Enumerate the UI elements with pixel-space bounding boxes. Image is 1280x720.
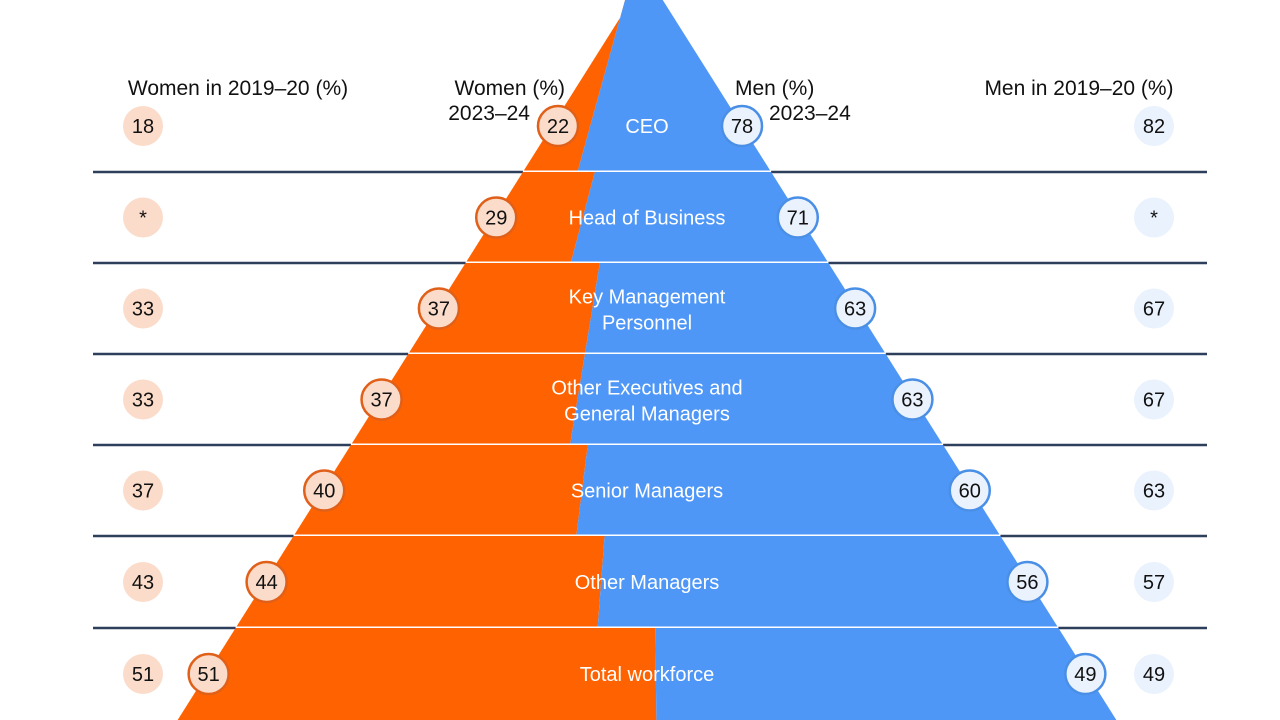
women-2019-bubble (123, 197, 163, 238)
women-2019-bubble (123, 470, 163, 511)
women-2023-bubble (245, 560, 288, 604)
women-2023-bubble (302, 469, 346, 512)
men-2019-value: 67 (1143, 299, 1165, 321)
men-bar (584, 263, 886, 354)
women-2019-value: 33 (132, 299, 154, 321)
category-label: Other Managers (575, 572, 720, 594)
men-2023-value: 63 (901, 390, 923, 412)
men-2023-value: 56 (1016, 572, 1038, 594)
category-label-line: General Managers (564, 404, 730, 426)
men-2019-value: 82 (1143, 116, 1165, 138)
men-2023-bubble (891, 378, 934, 421)
men-2019-bubble (1134, 379, 1174, 420)
men-2019-value: 63 (1143, 481, 1165, 503)
category-label: Senior Managers (571, 481, 723, 503)
men-2019-bubble (1134, 470, 1174, 511)
category-label-line: Other Executives and (551, 378, 742, 400)
women-bar (293, 445, 588, 536)
women-2023-value: 29 (485, 208, 507, 230)
women-2019-bubble (123, 379, 163, 420)
men-2019-bubble (1134, 654, 1174, 694)
women-2019-bubble (123, 106, 163, 146)
women-2023-value: 40 (313, 481, 335, 503)
women-2023-value: 44 (255, 572, 277, 594)
category-label: Total workforce (580, 664, 715, 686)
women-bar (177, 628, 657, 720)
category-label: Head of Business (569, 208, 726, 230)
women-2019-value: 37 (132, 481, 154, 503)
men-2019-bubble (1134, 106, 1174, 146)
women-2019-value: * (139, 208, 147, 230)
women-2019-bubble (123, 288, 163, 329)
women-bar (465, 172, 595, 263)
women-2019-value: 43 (132, 572, 154, 594)
women-2023-value: 37 (370, 390, 392, 412)
category-label-line: Total workforce (580, 664, 715, 686)
men-2023-bubble (720, 104, 764, 148)
category-label-line: Head of Business (569, 208, 726, 230)
women-bar (235, 536, 605, 628)
header-women-prev: Women in 2019–20 (%) (128, 77, 348, 100)
men-2023-bubble (833, 287, 877, 330)
category-label-line: Senior Managers (571, 481, 723, 503)
men-bar (655, 628, 1117, 720)
category-label-line: Personnel (602, 313, 692, 335)
men-2023-bubble (776, 196, 820, 239)
men-bar (570, 172, 829, 263)
women-2023-bubble (536, 104, 580, 148)
men-2023-value: 49 (1074, 664, 1096, 686)
women-2019-bubble (123, 562, 163, 602)
women-bar (350, 354, 585, 445)
category-label: Other Executives and General Managers (551, 378, 742, 426)
men-2023-bubble (1006, 560, 1049, 604)
women-2023-value: 37 (428, 299, 450, 321)
men-2019-bubble (1134, 197, 1174, 238)
header-men-prev: Men in 2019–20 (%) (984, 77, 1173, 100)
men-2023-value: 71 (787, 208, 809, 230)
men-2019-value: 57 (1143, 572, 1165, 594)
category-label-line: CEO (625, 116, 668, 138)
women-2023-bubble (187, 652, 230, 696)
men-2023-value: 63 (844, 299, 866, 321)
women-2019-value: 33 (132, 390, 154, 412)
women-2023-bubble (474, 196, 518, 239)
men-2019-bubble (1134, 288, 1174, 329)
category-label: Key Management Personnel (569, 287, 726, 335)
men-2019-bubble (1134, 562, 1174, 602)
header-women-cur: Women (%) (455, 77, 565, 100)
men-bar (576, 445, 1001, 536)
men-2023-bubble (948, 469, 992, 512)
women-bar (408, 263, 600, 354)
men-2023-value: 78 (731, 116, 753, 138)
women-2023-bubble (360, 378, 403, 421)
men-2023-bubble (1064, 652, 1107, 696)
category-label-line: Other Managers (575, 572, 720, 594)
men-2023-value: 60 (959, 481, 981, 503)
men-bar (597, 536, 1059, 628)
header-men-cur: Men (%) (735, 77, 814, 100)
category-label: CEO (625, 116, 668, 138)
women-2023-value: 22 (547, 116, 569, 138)
category-label-line: Key Management (569, 287, 726, 309)
header-men-cur-year: 2023–24 (769, 102, 851, 125)
men-2019-value: 49 (1143, 664, 1165, 686)
men-2019-value: 67 (1143, 390, 1165, 412)
women-2019-value: 18 (132, 116, 154, 138)
women-2023-value: 51 (198, 664, 220, 686)
women-2019-value: 51 (132, 664, 154, 686)
men-2019-value: * (1150, 208, 1158, 230)
women-2019-bubble (123, 654, 163, 694)
men-bar (570, 354, 944, 445)
women-2023-bubble (417, 287, 461, 330)
header-women-cur-year: 2023–24 (448, 102, 530, 125)
